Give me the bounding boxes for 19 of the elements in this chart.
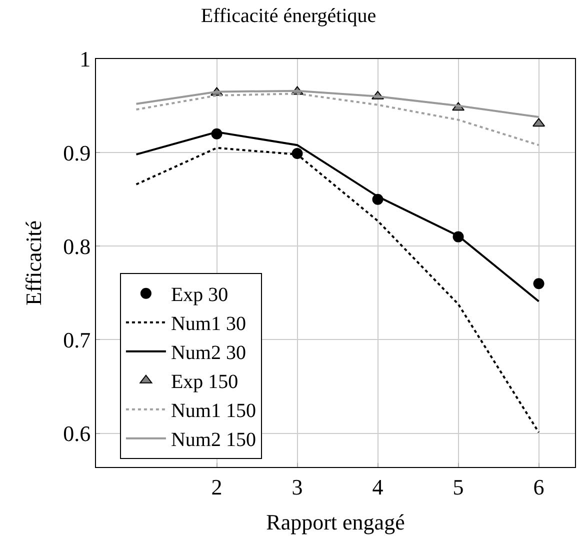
x-tick-label: 4 [372,474,384,500]
legend-label: Exp 150 [170,371,238,394]
x-tick-label: 3 [292,474,303,500]
legend-label: Num2 30 [170,342,246,364]
legend-label: Num2 150 [170,429,256,452]
legend-label: Num1 150 [170,400,256,422]
chart-title: Efficacité énergétique [200,5,376,28]
y-tick-label: 0.8 [63,234,91,259]
y-tick-label: 0.6 [63,421,91,446]
x-tick-label: 6 [533,474,544,500]
x-axis-title: Rapport engagé [266,509,405,534]
legend-label: Exp 30 [170,284,228,306]
y-axis-title: Efficacité [20,220,46,306]
y-tick-label: 1 [80,46,91,72]
x-tick-label: 5 [452,474,464,500]
legend-label: Num1 30 [170,313,246,336]
x-tick-label: 2 [211,474,222,500]
y-tick-label: 0.9 [63,140,91,166]
y-tick-label: 0.7 [63,327,91,352]
